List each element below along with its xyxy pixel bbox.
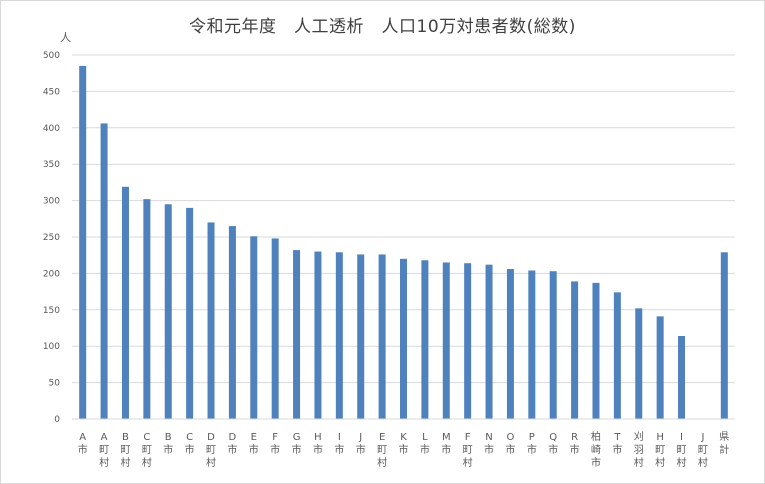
x-category-label: B 町村: [120, 432, 130, 469]
y-tick-label: 350: [43, 160, 60, 170]
bar: [314, 251, 322, 419]
bar: [250, 236, 258, 419]
y-tick-label: 400: [43, 124, 60, 134]
x-category-label: 県計: [719, 431, 729, 456]
y-tick-label: 100: [43, 342, 60, 352]
bar: [228, 226, 236, 419]
y-tick-label: 150: [43, 306, 60, 316]
bar: [207, 222, 215, 419]
y-tick-label: 500: [43, 51, 60, 61]
bar: [571, 281, 579, 419]
bar: [79, 65, 87, 420]
bar: [357, 254, 365, 419]
y-tick-label: 250: [43, 233, 60, 243]
x-category-label: H 町村: [655, 432, 665, 469]
bar: [293, 250, 301, 419]
bar: [656, 316, 664, 419]
bar: [506, 269, 514, 419]
x-category-label: F 町村: [463, 432, 473, 469]
x-category-label: J 町村: [698, 432, 708, 469]
y-tick-label: 300: [43, 197, 60, 207]
y-axis-ticks: 0 50 100 150 200 250 300 350 400 450 500: [43, 51, 60, 425]
y-tick-label: 0: [54, 415, 60, 425]
x-category-label: A 町村: [99, 432, 109, 469]
bar: [592, 282, 600, 419]
bars: [79, 65, 728, 420]
bar: [400, 258, 407, 419]
x-axis-category-labels: A 市 A 町村 B 町村 C 町村 B 市 C 市 D 町村 D 市 E 市 F 市 G 市 H 市 I 市 J 市 E 町村 K 市 L 市 M…: [78, 430, 730, 469]
x-category-label: 柏崎市: [591, 430, 601, 469]
chart-title: 令和元年度 人工透析 人口10万対患者数(総数): [189, 17, 576, 37]
bar: [549, 271, 557, 419]
bar: [164, 204, 172, 419]
y-tick-label: 50: [49, 379, 61, 389]
bar: [271, 238, 279, 419]
x-category-label: I 町村: [677, 432, 687, 469]
x-category-label: D 町村: [206, 432, 216, 469]
x-category-label: E 町村: [377, 432, 387, 469]
bar: [485, 264, 493, 419]
bar: [464, 263, 472, 419]
bar: [613, 292, 621, 419]
bar: [186, 207, 194, 419]
bar: [378, 254, 386, 419]
bar: [442, 262, 450, 419]
bar: [143, 199, 151, 419]
bar: [421, 260, 429, 419]
bar: [635, 308, 643, 419]
x-category-label: C 町村: [142, 432, 152, 469]
y-axis-unit-label: 人: [60, 31, 71, 44]
bar: [121, 186, 129, 419]
bar: [335, 252, 343, 419]
bar: [678, 336, 686, 419]
bar: [100, 123, 108, 419]
y-tick-label: 200: [43, 269, 60, 279]
y-tick-label: 450: [43, 87, 60, 97]
bar: [528, 270, 536, 419]
x-category-label: 刈羽村: [634, 430, 644, 469]
bar: [720, 252, 728, 419]
